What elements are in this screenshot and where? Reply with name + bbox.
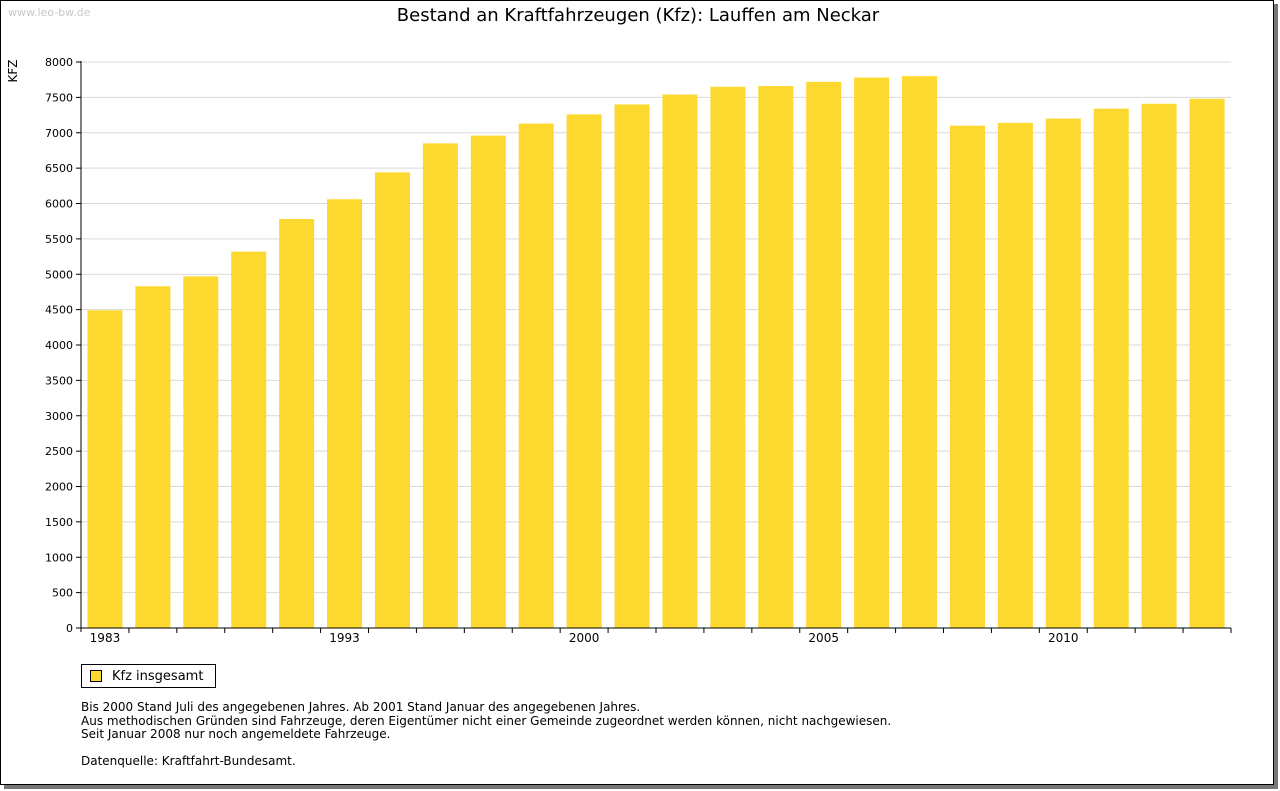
legend-swatch — [90, 670, 102, 682]
bar — [758, 86, 794, 629]
bar — [1141, 103, 1177, 629]
bar — [997, 122, 1033, 628]
y-tick-label: 2500 — [45, 445, 73, 458]
legend: Kfz insgesamt — [81, 664, 217, 688]
bar — [231, 251, 267, 629]
bar — [279, 219, 315, 628]
bar — [614, 104, 650, 628]
y-tick-label: 4000 — [45, 339, 73, 352]
y-tick-label: 8000 — [45, 56, 73, 69]
y-tick-label: 5500 — [45, 233, 73, 246]
y-tick-label: 500 — [52, 587, 73, 600]
x-tick-label: 2005 — [808, 631, 839, 645]
y-tick-label: 3500 — [45, 374, 73, 387]
bar — [327, 199, 363, 628]
bar — [1189, 98, 1225, 629]
y-axis-label: KFZ — [6, 60, 20, 83]
footnote: Aus methodischen Gründen sind Fahrzeuge,… — [81, 713, 892, 728]
bar — [183, 276, 219, 628]
bars — [87, 76, 1225, 629]
chart-title: Bestand an Kraftfahrzeugen (Kfz): Lauffe… — [396, 5, 880, 26]
legend-label: Kfz insgesamt — [112, 668, 204, 684]
bar — [518, 123, 554, 629]
bar-chart: 0 500 1000 1500 2000 2500 3000 3500 4000 4500 5000… — [6, 56, 1232, 645]
y-tick-label: 6000 — [45, 198, 73, 211]
bar — [470, 135, 506, 628]
y-tick-label: 7000 — [45, 127, 73, 140]
y-tick-label: 4500 — [45, 304, 73, 317]
bar — [1093, 108, 1129, 628]
bar — [1045, 118, 1081, 628]
bar — [135, 286, 171, 628]
x-tick-label: 1993 — [329, 631, 360, 645]
footnotes: Bis 2000 Stand Juli des angegebenen Jahr… — [81, 700, 892, 742]
y-tick-label: 1500 — [45, 516, 73, 529]
footnote: Bis 2000 Stand Juli des angegebenen Jahr… — [81, 700, 641, 714]
y-tick-label: 6500 — [45, 162, 73, 175]
y-tick-label: 3000 — [45, 410, 73, 423]
x-tick-label: 1983 — [90, 631, 121, 645]
y-tick-label: 7500 — [45, 91, 73, 104]
y-tick-labels: 0 500 1000 1500 2000 2500 3000 3500 4000 4500 5000… — [45, 56, 73, 635]
bar — [662, 94, 698, 629]
data-source: Datenquelle: Kraftfahrt-Bundesamt. — [81, 754, 296, 768]
bar — [710, 86, 746, 628]
x-tick-labels: 1983 1993 2000 2005 2010 — [90, 631, 1079, 645]
y-tick-label: 1000 — [45, 551, 73, 564]
y-tick-label: 2000 — [45, 481, 73, 494]
y-tick-label: 5000 — [45, 268, 73, 281]
bar — [949, 125, 985, 629]
x-tick-label: 2000 — [569, 631, 600, 645]
footnote: Seit Januar 2008 nur noch angemeldete Fa… — [81, 727, 391, 741]
watermark: www.leo-bw.de — [8, 6, 91, 19]
bar — [902, 76, 938, 628]
axes — [76, 61, 1232, 633]
grid-lines — [81, 61, 1231, 594]
x-tick-label: 2010 — [1048, 631, 1079, 645]
bar — [374, 172, 410, 628]
bar — [854, 77, 890, 628]
bar — [87, 310, 123, 628]
bar — [566, 114, 602, 629]
bar — [806, 81, 842, 628]
bar — [422, 143, 458, 629]
y-tick-label: 0 — [66, 622, 73, 635]
